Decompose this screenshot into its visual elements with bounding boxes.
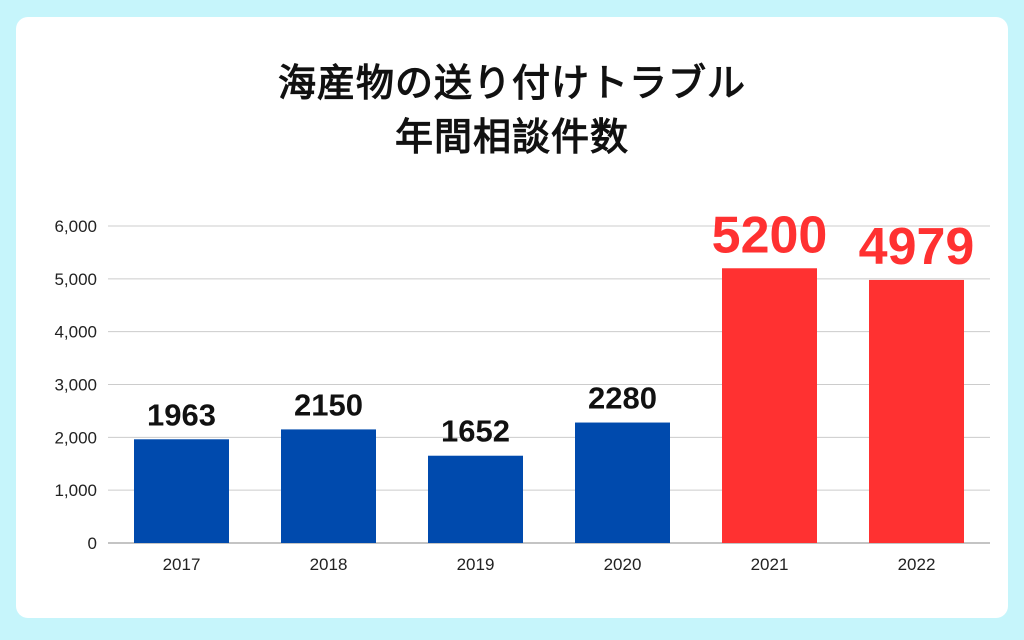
data-label: 2150: [294, 387, 363, 422]
chart-subtitle: 年間相談件数: [394, 115, 629, 159]
bar: [134, 439, 229, 543]
y-tick-label: 5,000: [54, 270, 97, 289]
bars: [134, 268, 964, 543]
data-label: 5200: [712, 206, 828, 264]
bar: [281, 429, 376, 543]
y-tick-label: 6,000: [54, 217, 97, 236]
x-tick-label: 2022: [898, 555, 936, 574]
y-tick-label: 0: [88, 534, 97, 553]
y-tick-label: 1,000: [54, 481, 97, 500]
data-label: 1652: [441, 414, 510, 449]
x-tick-label: 2020: [604, 555, 642, 574]
y-tick-label: 2,000: [54, 428, 97, 447]
x-tick-label: 2018: [310, 555, 348, 574]
x-tick-label: 2019: [457, 555, 495, 574]
chart-title: 海産物の送り付けトラブル: [277, 61, 746, 105]
bar: [869, 279, 964, 543]
bar: [575, 422, 670, 543]
x-tick-label: 2021: [751, 555, 789, 574]
x-tick-label: 2017: [163, 555, 201, 574]
x-axis-ticks: 2017 2018 2019 2020 2021 2022: [163, 555, 936, 574]
y-tick-label: 3,000: [54, 376, 97, 395]
data-label: 1963: [147, 397, 216, 432]
data-label: 2280: [588, 381, 657, 416]
gridlines: [108, 225, 990, 544]
bar: [722, 268, 817, 543]
data-label: 4979: [859, 218, 975, 276]
bar: [428, 455, 523, 543]
y-axis-ticks: 0 1,000 2,000 3,000 4,000 5,000 6,000: [54, 217, 97, 553]
data-labels: 1963 2150 1652 2280 5200 4979: [147, 206, 974, 448]
y-tick-label: 4,000: [54, 323, 97, 342]
